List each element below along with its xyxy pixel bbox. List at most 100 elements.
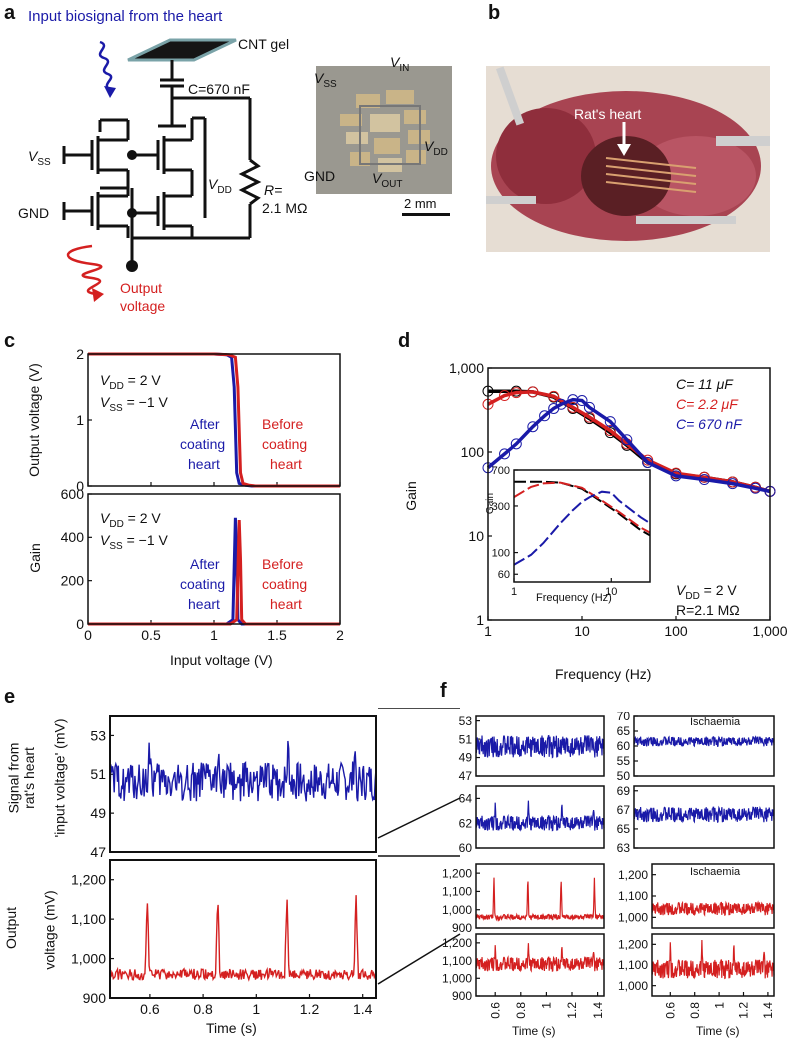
e-bottom-ylabel-2: voltage (mV)	[41, 890, 58, 970]
f-l4-xtick-label: 1	[540, 1002, 554, 1009]
f-xlabel-left: Time (s)	[512, 1024, 556, 1038]
f-r4-ytick-label: 1,000	[618, 979, 648, 993]
panel-f-chart-l2: 60 62 64	[459, 785, 605, 852]
d-main-series-point	[567, 394, 579, 406]
d-main-ytick-label: 1,000	[449, 360, 484, 376]
f-ischaemia-label-2: Ischaemia	[690, 866, 741, 878]
c-bottom-ytick-label: 400	[61, 529, 85, 545]
panel-f-chart-r3: 1,000 1,100 1,200	[618, 863, 775, 929]
resistor-symbol	[238, 158, 262, 206]
d-main-series-point	[749, 482, 761, 494]
d-main-ytick-label: 10	[468, 528, 484, 544]
output-voltage-caption-2: voltage	[120, 298, 166, 314]
heart-arrow	[617, 122, 631, 156]
c-bottom-xtick-label: 0	[84, 627, 92, 643]
panel-letter-d: d	[398, 330, 411, 352]
f-l3-ytick-label: 1,000	[442, 903, 472, 917]
c-bottom-frame	[87, 493, 341, 625]
c-top-ytick-label: 1	[76, 412, 84, 428]
f-l4-frame	[475, 933, 605, 997]
d-main-series-point	[604, 416, 616, 428]
f-l1-ytick-label: 53	[459, 714, 473, 728]
c-bottom-vss: VSS = −1 V	[100, 532, 168, 552]
d-main-series-point	[604, 425, 616, 437]
d-main-series-point	[499, 390, 511, 402]
f-l4-xtick-label: 0.6	[488, 1002, 502, 1019]
e-f-connectors	[377, 708, 461, 985]
panel-f-chart-l1: 47 49 51 53	[459, 714, 605, 780]
c-bottom-before-3: heart	[270, 596, 302, 612]
f-r3-frame	[651, 863, 775, 929]
rat-heart-label: Rat's heart	[574, 106, 642, 122]
panel-e-input-chart: 47 49 51 53	[90, 715, 377, 858]
scale-bar	[402, 213, 450, 216]
f-r4-xtick-label: 1.4	[761, 1002, 775, 1019]
f-l1-ytick-label: 47	[459, 769, 473, 780]
vss-label: VSS	[28, 148, 51, 168]
panel-f-chart-l3: 900 1,000 1,100 1,200	[442, 863, 605, 932]
d-main-series-point	[670, 470, 682, 482]
f-l3-ytick-label: 900	[452, 921, 472, 932]
d-main-series-point	[698, 474, 710, 486]
e-input-ytick-label: 47	[90, 844, 106, 858]
d-main-series-point	[555, 398, 567, 410]
d-main-series-point	[576, 395, 588, 407]
photo-vss-label: VSS	[314, 70, 337, 90]
f-r1-series-line	[633, 735, 775, 748]
d-main-ytick-label: 1	[476, 612, 484, 628]
panel-letter-f: f	[440, 680, 447, 702]
f-l2-ytick-label: 62	[459, 816, 473, 830]
circuit-diagram	[62, 38, 262, 302]
panel-f-chart-r2: 63 65 67 69	[617, 784, 775, 852]
f-l1-series-line	[475, 734, 605, 759]
device-photo	[316, 66, 452, 194]
d-inset-frame	[513, 469, 651, 583]
c-top-ylabel: Output voltage (V)	[26, 363, 42, 477]
f-l4-xtick-label: 0.8	[514, 1002, 528, 1019]
vdd-label: VDD	[208, 176, 232, 196]
panel-letter-c: c	[4, 330, 16, 352]
e-input-series-line	[109, 740, 377, 802]
panel-f-chart-l4: 900 1,000 1,100 1,200 0.6 0.8 1 1.2 1.4	[442, 933, 605, 1019]
c-top-after-2: coating	[180, 436, 226, 452]
d-inset-xtick-label: 10	[605, 586, 617, 598]
c-bottom-ytick-label: 200	[61, 573, 85, 589]
f-r4-ytick-label: 1,100	[618, 958, 648, 972]
e-top-ylabel-3: 'input voltage' (mV)	[51, 718, 68, 838]
f-r4-xtick-label: 1.2	[737, 1002, 751, 1019]
d-inset-xtick-label: 1	[511, 586, 517, 598]
d-main-series-point	[548, 390, 560, 402]
cnt-gel-label: CNT gel	[238, 36, 290, 52]
c-top-after-3: heart	[188, 456, 220, 472]
d-main-series-point	[499, 448, 511, 460]
e-output-xtick-label: 1	[252, 1001, 260, 1017]
d-legend-c22: C= 2.2 μF	[676, 396, 738, 412]
d-inset-ytick-label: 700	[492, 465, 510, 477]
resistor-r-label: R=	[264, 182, 283, 198]
f-r2-ytick-label: 69	[617, 784, 631, 798]
panel-letter-a: a	[4, 2, 16, 24]
photo-gnd-label: GND	[304, 168, 336, 184]
f-l3-ytick-label: 1,100	[442, 885, 472, 899]
panel-c-bottom-chart: 0 200 400 600 0 0.5 1 1.5 2	[61, 488, 344, 643]
f-l3-series-line	[475, 877, 605, 922]
resistor-value-label: 2.1 MΩ	[262, 200, 308, 216]
f-l1-ytick-label: 49	[459, 751, 473, 765]
e-output-xtick-label: 1.2	[300, 1001, 320, 1017]
d-inset-ylabel: Gain	[485, 492, 497, 515]
f-r4-xtick-label: 0.8	[688, 1002, 702, 1019]
c-bottom-after-3: heart	[188, 596, 220, 612]
c-top-vdd: VDD = 2 V	[100, 372, 161, 392]
c-bottom-ytick-label: 600	[61, 488, 85, 502]
cnt-gel-electrode	[127, 38, 237, 62]
d-inset-series-line	[513, 481, 651, 534]
f-l2-frame	[475, 785, 605, 849]
photo-vin-label: VIN	[390, 54, 410, 74]
f-r3-ytick-label: 1,000	[618, 911, 648, 925]
d-ylabel: Gain	[402, 481, 419, 511]
f-xlabel-right: Time (s)	[696, 1024, 740, 1038]
f-r1-ytick-label: 50	[617, 769, 631, 780]
f-r1-ytick-label: 70	[617, 712, 631, 723]
d-main-series-line	[487, 390, 771, 494]
